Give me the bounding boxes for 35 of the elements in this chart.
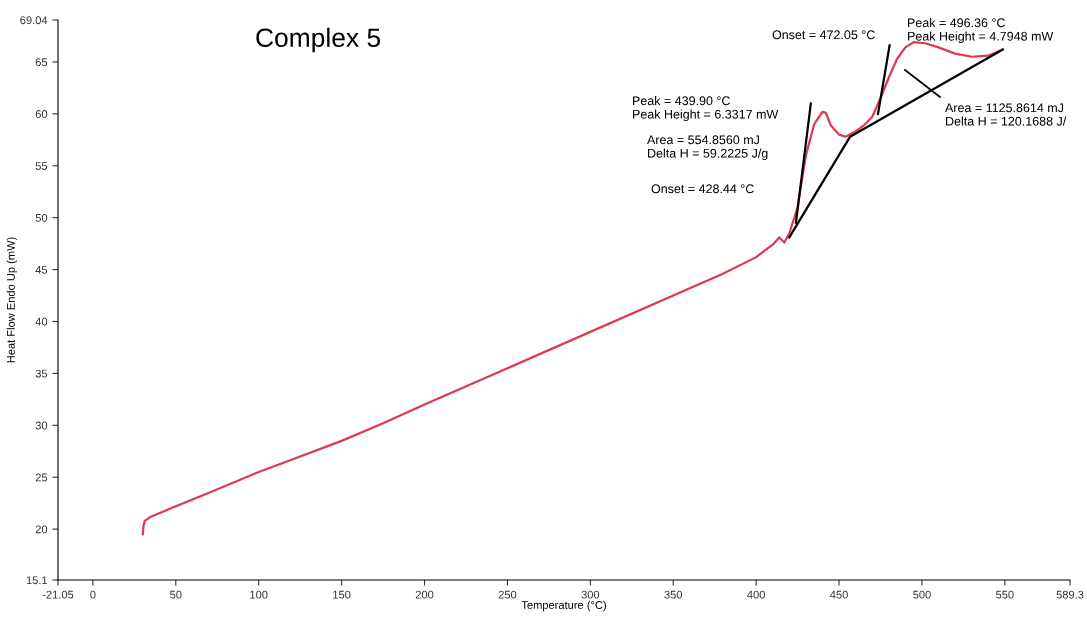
y-tick-label: 15.1: [26, 576, 48, 585]
annotation: Peak = 496.36 °C Peak Height = 4.7948 mW: [908, 18, 1054, 44]
x-tick-label: 450: [830, 590, 848, 599]
annotation: Onset = 428.44 °C: [651, 184, 754, 194]
y-tick-label: 60: [35, 110, 48, 118]
y-tick-label: 45: [35, 265, 48, 274]
x-tick-label: 350: [664, 590, 683, 599]
x-tick-label: 500: [913, 590, 931, 599]
x-tick-label: 400: [747, 590, 765, 599]
y-tick-label: 25: [35, 473, 48, 482]
y-tick-label: 55: [35, 162, 48, 170]
x-tick-label: 200: [415, 590, 434, 599]
x-tick-label: 0: [90, 590, 96, 599]
x-tick-label: 50: [170, 590, 182, 599]
x-tick-label: 100: [250, 590, 268, 599]
annotation: Onset = 472.05 °C: [772, 30, 875, 40]
y-axis-title: Heat Flow Endo Up (mW): [6, 237, 17, 363]
y-tick-label: 35: [35, 369, 48, 378]
x-tick-label: 550: [996, 590, 1014, 599]
y-tick-label: 69.04: [20, 16, 48, 25]
x-tick-label: 589.3: [1056, 590, 1084, 599]
x-tick-label: 300: [581, 590, 600, 599]
y-tick-label: 50: [35, 213, 48, 222]
y-tick-label: 65: [35, 58, 48, 67]
annotation: Peak = 439.90 °C Peak Height = 6.3317 mW: [633, 96, 779, 122]
y-tick-label: 40: [35, 317, 48, 326]
x-tick-label: -21.05: [42, 590, 74, 599]
y-tick-label: 20: [35, 525, 48, 534]
x-tick-label: 150: [333, 590, 351, 599]
annotation: Area = 554.8560 mJ Delta H = 59.2225 J/g: [647, 135, 768, 161]
chart-title: Complex 5: [256, 27, 381, 53]
y-tick-label: 30: [35, 421, 48, 430]
x-tick-label: 250: [498, 590, 517, 599]
x-axis-title: Temperature (°C): [521, 600, 606, 612]
annotation: Area = 1125.8614 mJ Delta H = 120.1688 J/: [945, 103, 1067, 126]
